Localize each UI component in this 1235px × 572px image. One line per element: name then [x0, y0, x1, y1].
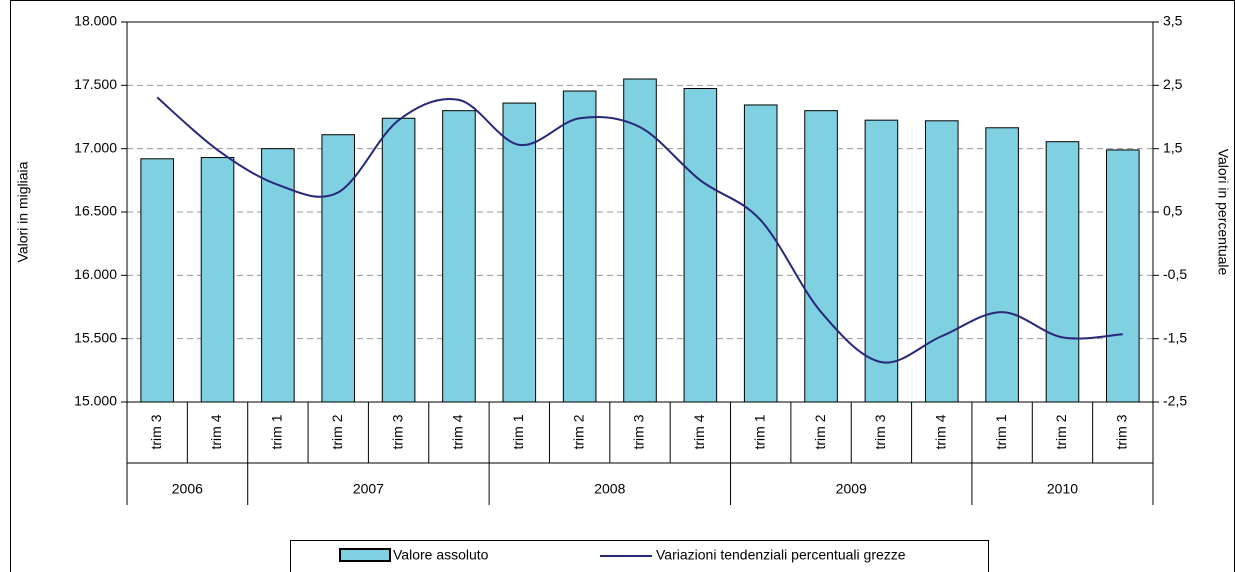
- y-axis-label: Valori in migliaia: [15, 161, 31, 262]
- x-tick-label: trim 2: [1053, 414, 1069, 449]
- y-tick-label: 15.000: [74, 393, 117, 409]
- x-group-label: 2010: [1047, 481, 1078, 497]
- legend-swatch: [339, 548, 391, 562]
- bar: [381, 117, 416, 403]
- y2-tick-label: 1,5: [1163, 139, 1183, 155]
- bar: [442, 110, 476, 403]
- bar: [623, 78, 657, 403]
- x-tick-label: trim 4: [691, 414, 707, 449]
- bar: [804, 110, 838, 403]
- y2-tick-label: 3,5: [1163, 13, 1183, 29]
- x-tick-label: trim 2: [812, 414, 828, 449]
- x-tick-label: trim 1: [269, 414, 285, 449]
- bar: [200, 157, 235, 403]
- bar: [261, 148, 295, 403]
- y2-tick-label: -0,5: [1163, 266, 1187, 282]
- x-tick-label: trim 1: [751, 414, 767, 449]
- x-tick-label: trim 2: [570, 414, 586, 449]
- bar: [502, 102, 537, 403]
- bar: [743, 104, 778, 403]
- bar: [321, 134, 356, 403]
- x-tick-label: trim 3: [1114, 414, 1130, 449]
- legend-label: Variazioni tendenziali percentuali grezz…: [656, 547, 906, 563]
- x-group-label: 2007: [353, 481, 384, 497]
- line: [156, 96, 1123, 364]
- x-tick-label: trim 1: [510, 414, 526, 449]
- y2-axis-label: Valori in percentuale: [1215, 149, 1231, 276]
- bar: [562, 90, 597, 403]
- y-tick-label: 17.500: [74, 76, 117, 92]
- x-tick-label: trim 4: [932, 414, 948, 449]
- x-group-label: 2006: [172, 481, 203, 497]
- y-tick-label: 16.500: [74, 203, 117, 219]
- y2-tick-label: -2,5: [1163, 393, 1187, 409]
- y2-tick-label: 0,5: [1163, 203, 1183, 219]
- x-tick-label: trim 4: [450, 414, 466, 449]
- bar: [1045, 141, 1080, 403]
- x-tick-label: trim 1: [993, 414, 1009, 449]
- bar: [864, 119, 899, 403]
- y-tick-label: 18.000: [74, 13, 117, 29]
- bar: [1106, 149, 1140, 403]
- bar: [683, 88, 718, 403]
- y-tick-label: 16.000: [74, 266, 117, 282]
- bar: [924, 120, 959, 403]
- y-tick-label: 17.000: [74, 139, 117, 155]
- x-tick-label: trim 3: [872, 414, 888, 449]
- x-tick-label: trim 2: [329, 414, 345, 449]
- bar: [140, 158, 174, 403]
- x-tick-label: trim 3: [631, 414, 647, 449]
- x-group-label: 2008: [594, 481, 625, 497]
- y2-tick-label: 2,5: [1163, 76, 1183, 92]
- x-tick-label: trim 3: [389, 414, 405, 449]
- legend-label: Valore assoluto: [393, 547, 489, 563]
- x-group-label: 2009: [836, 481, 867, 497]
- x-tick-label: trim 3: [148, 414, 164, 449]
- y2-tick-label: -1,5: [1163, 329, 1187, 345]
- bar: [985, 127, 1019, 403]
- x-tick-label: trim 4: [208, 414, 224, 449]
- y-tick-label: 15.500: [74, 329, 117, 345]
